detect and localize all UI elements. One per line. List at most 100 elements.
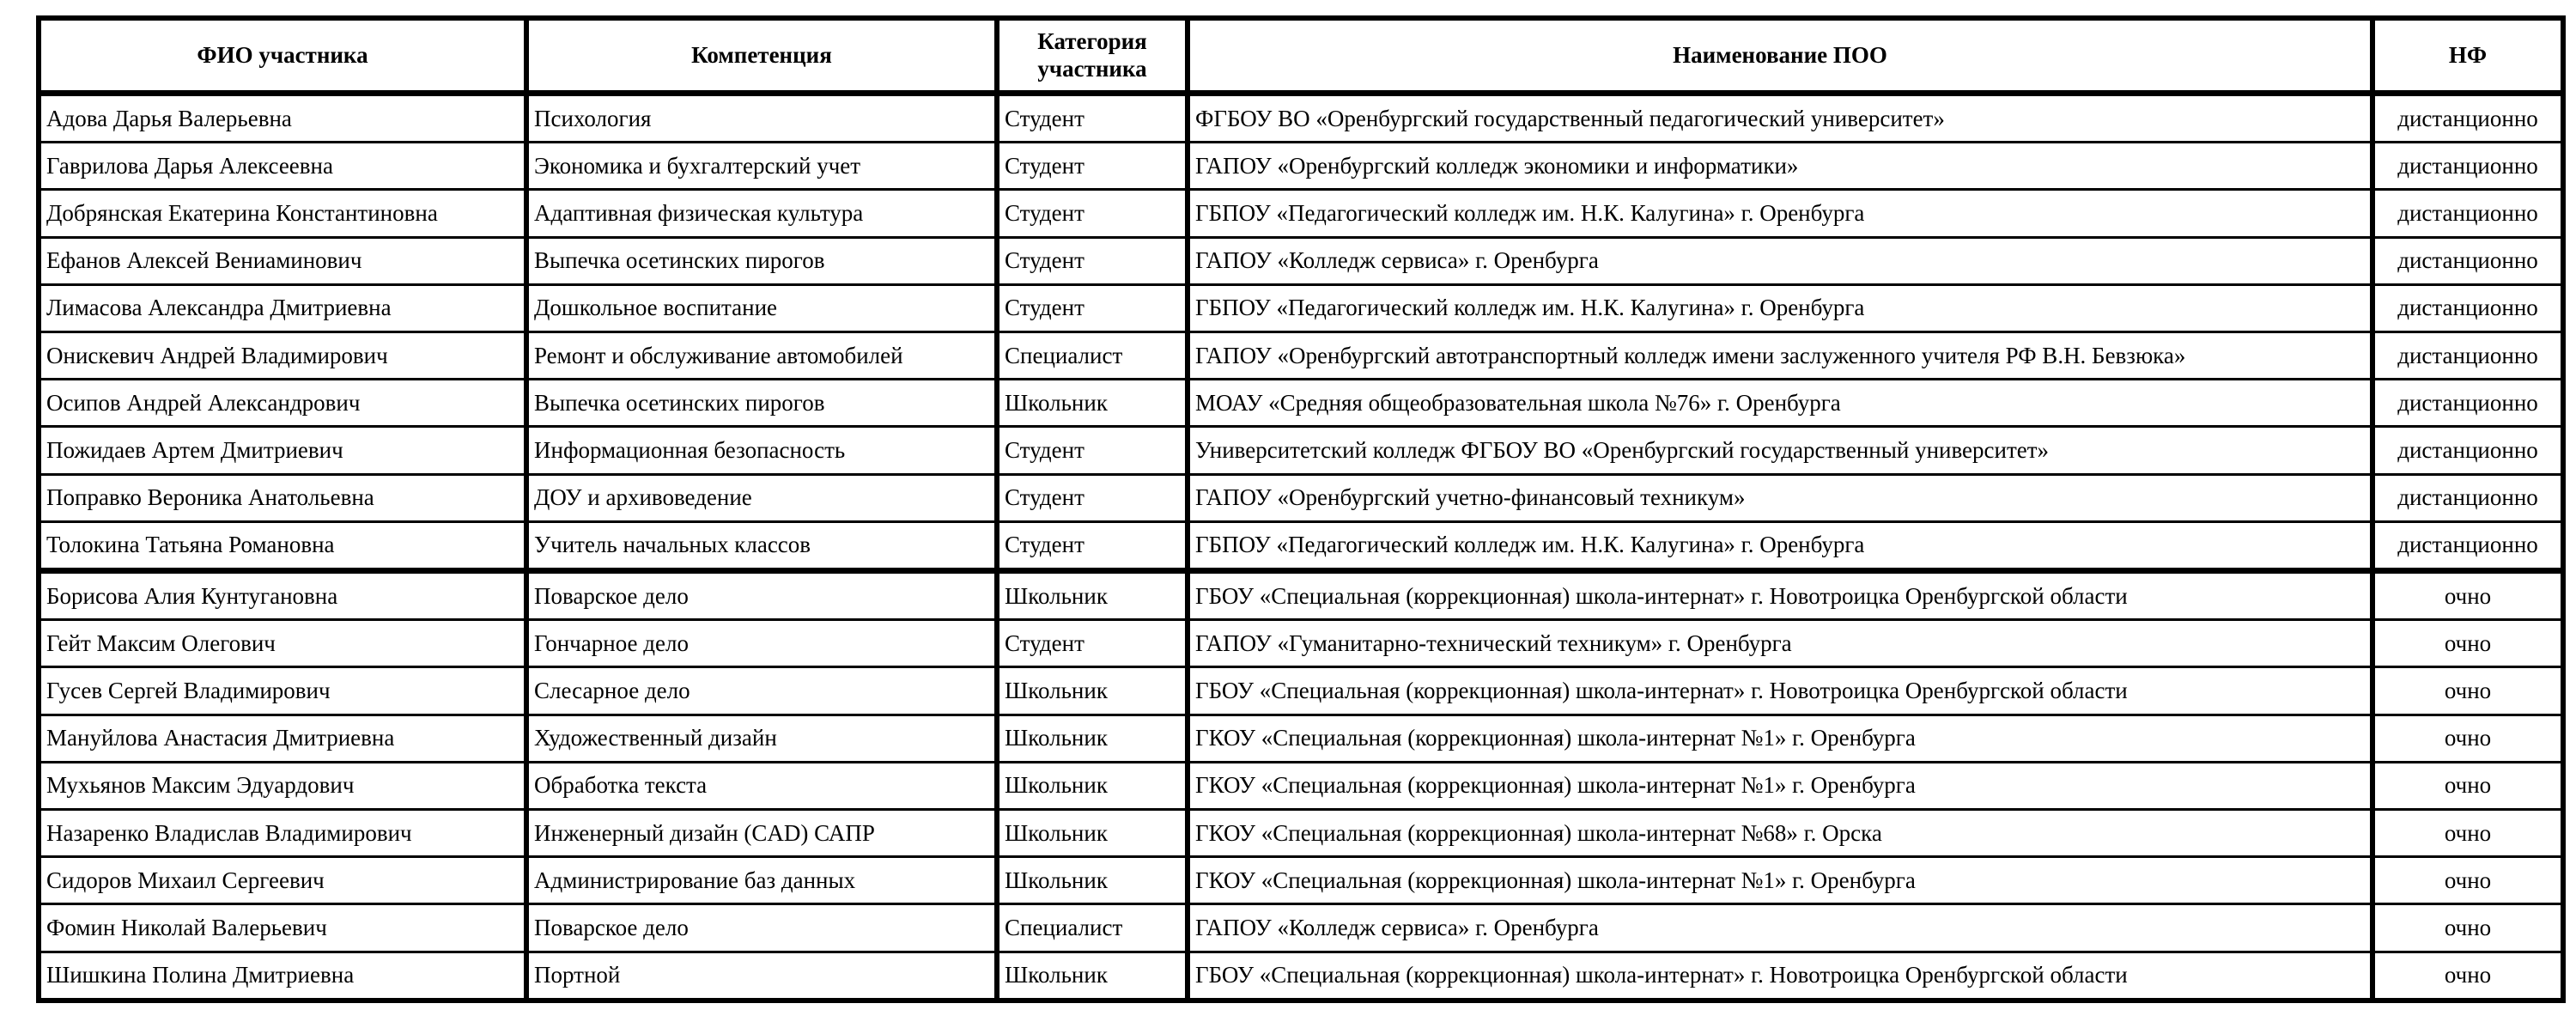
table-row: Ефанов Алексей Вениаминович Выпечка осети… [36,235,2566,286]
cell-category: Школьник [994,950,1189,1003]
cell-competence: Выпечка осетинских пирогов [524,235,999,286]
cell-category: Школьник [994,666,1189,716]
table-row: Онискевич Андрей Владимирович Ремонт и об… [36,331,2566,381]
cell-category: Школьник [994,378,1189,429]
cell-form: дистанционно [2370,188,2566,239]
cell-competence: Дошкольное воспитание [524,283,999,334]
cell-name: Фомин Николай Валерьевич [36,903,528,953]
table-row: Гусев Сергей Владимирович Слесарное дело Ш… [36,666,2566,716]
table-body: Адова Дарья Валерьевна Психология Студент Ф… [36,91,2566,1003]
table-header: ФИО участника Компетенция Категория учас… [36,15,2566,96]
cell-competence: Учитель начальных классов [524,520,999,573]
cell-category: Студент [994,472,1189,523]
table-row: Мануйлова Анастасия Дмитриевна Художестве… [36,713,2566,763]
header-category: Категория участника [994,15,1189,96]
cell-form: очно [2370,618,2566,669]
cell-form: дистанционно [2370,331,2566,381]
cell-competence: Слесарное дело [524,666,999,716]
table-row: Толокина Татьяна Романовна Учитель началь… [36,520,2566,573]
cell-form: дистанционно [2370,141,2566,192]
cell-category: Студент [994,425,1189,476]
participants-table: ФИО участника Компетенция Категория учас… [36,15,2566,1003]
cell-category: Студент [994,520,1189,573]
table-row: Гейт Максим Олегович Гончарное дело Студен… [36,618,2566,669]
cell-organization: МОАУ «Средняя общеобразовательная школа … [1185,378,2374,429]
cell-category: Студент [994,283,1189,334]
cell-competence: Психология [524,91,999,144]
cell-category: Школьник [994,713,1189,763]
cell-category: Студент [994,188,1189,239]
cell-organization: ФГБОУ ВО «Оренбургский государственный п… [1185,91,2374,144]
cell-form: очно [2370,713,2566,763]
cell-form: очно [2370,950,2566,1003]
cell-category: Студент [994,235,1189,286]
header-form: НФ [2370,15,2566,96]
cell-category: Специалист [994,331,1189,381]
cell-organization: ГКОУ «Специальная (коррекционная) школа-… [1185,808,2374,859]
cell-category: Специалист [994,903,1189,953]
cell-name: Добрянская Екатерина Константиновна [36,188,528,239]
cell-form: очно [2370,760,2566,812]
cell-organization: ГАПОУ «Оренбургский колледж экономики и … [1185,141,2374,192]
cell-name: Лимасова Александра Дмитриевна [36,283,528,334]
cell-form: дистанционно [2370,235,2566,286]
cell-form: очно [2370,903,2566,953]
cell-organization: ГБОУ «Специальная (коррекционная) школа-… [1185,666,2374,716]
cell-name: Мухьянов Максим Эдуардович [36,760,528,812]
cell-form: дистанционно [2370,378,2566,429]
table-row: Добрянская Екатерина Константиновна Адапт… [36,188,2566,239]
cell-organization: Университетский колледж ФГБОУ ВО «Оренбу… [1185,425,2374,476]
cell-name: Назаренко Владислав Владимирович [36,808,528,859]
table-row: Осипов Андрей Александрович Выпечка осети… [36,378,2566,429]
cell-name: Осипов Андрей Александрович [36,378,528,429]
cell-organization: ГАПОУ «Гуманитарно-технический техникум»… [1185,618,2374,669]
cell-name: Гейт Максим Олегович [36,618,528,669]
cell-name: Ефанов Алексей Вениаминович [36,235,528,286]
cell-name: Толокина Татьяна Романовна [36,520,528,573]
cell-organization: ГАПОУ «Колледж сервиса» г. Оренбурга [1185,235,2374,286]
cell-competence: Художественный дизайн [524,713,999,763]
cell-name: Гаврилова Дарья Алексеевна [36,141,528,192]
cell-category: Студент [994,141,1189,192]
cell-organization: ГБОУ «Специальная (коррекционная) школа-… [1185,568,2374,622]
cell-organization: ГБПОУ «Педагогический колледж им. Н.К. К… [1185,520,2374,573]
cell-form: дистанционно [2370,425,2566,476]
cell-category: Студент [994,91,1189,144]
cell-competence: Экономика и бухгалтерский учет [524,141,999,192]
cell-competence: Инженерный дизайн (CAD) САПР [524,808,999,859]
table-row: Мухьянов Максим Эдуардович Обработка текс… [36,760,2566,812]
cell-competence: Поварское дело [524,903,999,953]
cell-competence: Информационная безопасность [524,425,999,476]
cell-form: дистанционно [2370,91,2566,144]
cell-organization: ГБПОУ «Педагогический колледж им. Н.К. К… [1185,188,2374,239]
cell-category: Школьник [994,808,1189,859]
cell-name: Онискевич Андрей Владимирович [36,331,528,381]
cell-form: дистанционно [2370,472,2566,523]
cell-form: дистанционно [2370,520,2566,573]
table-row: Шишкина Полина Дмитриевна Портной Школьник… [36,950,2566,1003]
cell-organization: ГБПОУ «Педагогический колледж им. Н.К. К… [1185,283,2374,334]
header-organization: Наименование ПОО [1185,15,2374,96]
cell-competence: Ремонт и обслуживание автомобилей [524,331,999,381]
cell-competence: Поварское дело [524,568,999,622]
cell-competence: Выпечка осетинских пирогов [524,378,999,429]
cell-name: Пожидаев Артем Дмитриевич [36,425,528,476]
table-row: Поправко Вероника Анатольевна ДОУ и архив… [36,472,2566,523]
header-competence: Компетенция [524,15,999,96]
cell-organization: ГКОУ «Специальная (коррекционная) школа-… [1185,760,2374,812]
table-row: Адова Дарья Валерьевна Психология Студент Ф… [36,91,2566,144]
cell-organization: ГАПОУ «Оренбургский учетно-финансовый те… [1185,472,2374,523]
cell-form: очно [2370,568,2566,622]
cell-name: Борисова Алия Кунтугановна [36,568,528,622]
table-row: Назаренко Владислав Владимирович Инженерн… [36,808,2566,859]
cell-competence: Гончарное дело [524,618,999,669]
cell-organization: ГАПОУ «Оренбургский автотранспортный кол… [1185,331,2374,381]
cell-competence: ДОУ и архивоведение [524,472,999,523]
cell-form: очно [2370,808,2566,859]
cell-name: Гусев Сергей Владимирович [36,666,528,716]
header-row: ФИО участника Компетенция Категория учас… [36,15,2566,96]
cell-name: Сидоров Михаил Сергеевич [36,855,528,906]
table-row: Фомин Николай Валерьевич Поварское дело Сп… [36,903,2566,953]
cell-organization: ГКОУ «Специальная (коррекционная) школа-… [1185,855,2374,906]
cell-organization: ГКОУ «Специальная (коррекционная) школа-… [1185,713,2374,763]
